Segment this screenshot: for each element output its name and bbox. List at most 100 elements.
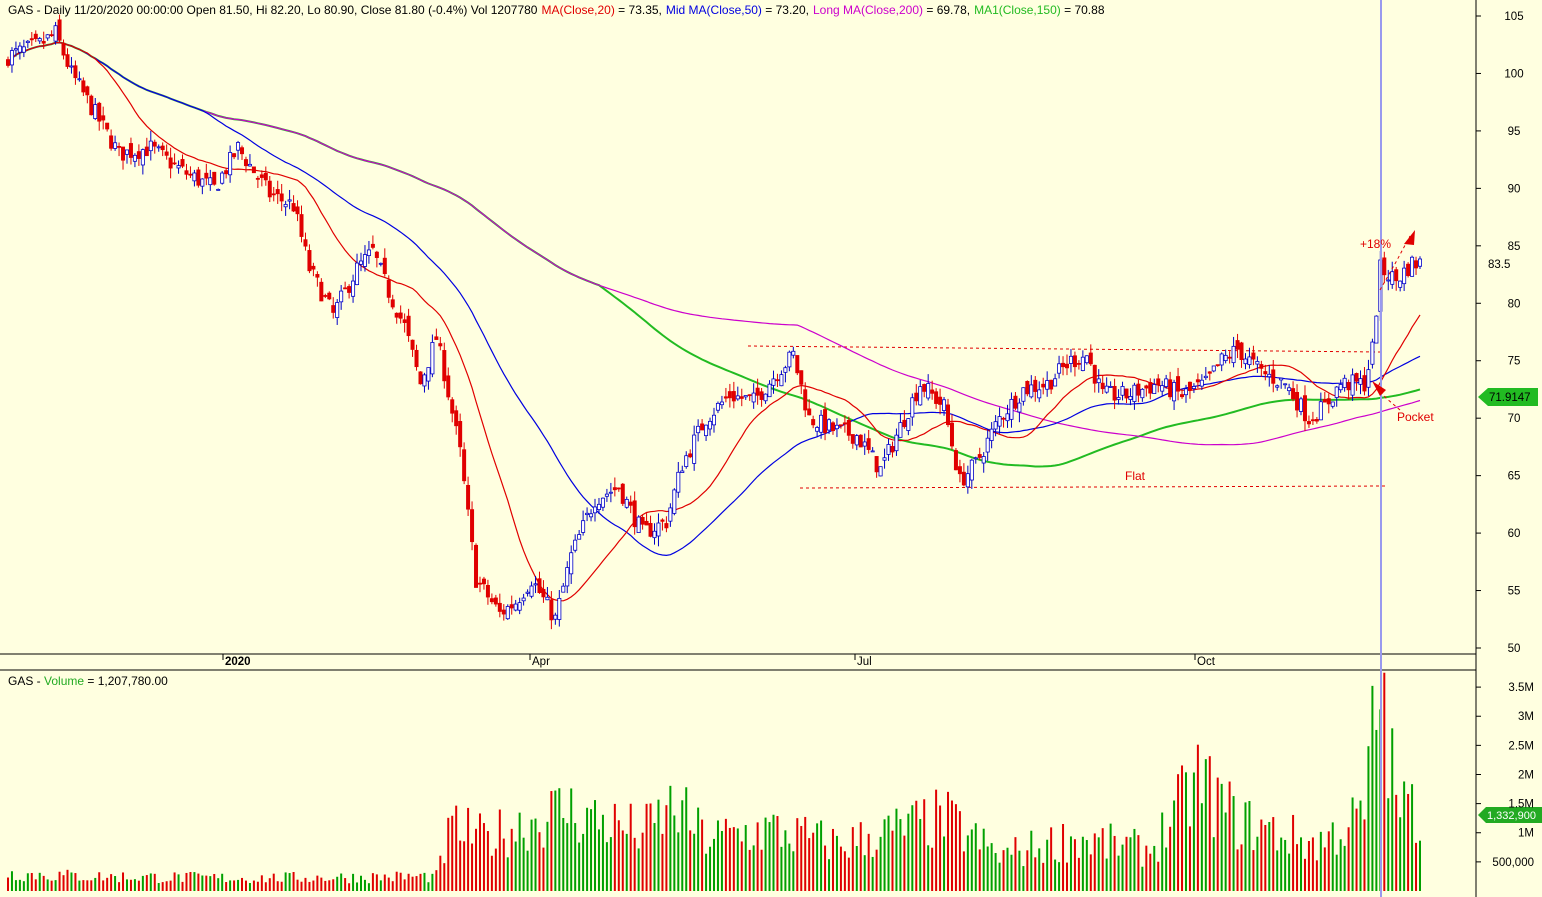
volume-tick-label: 2.5M — [1508, 740, 1534, 752]
candle-body — [29, 38, 34, 41]
volume-bar — [851, 827, 854, 891]
volume-bar — [518, 812, 521, 891]
header-symbol-info: GAS - Daily 11/20/2020 00:00:00 Open 81.… — [8, 3, 1105, 17]
candle-body — [957, 466, 962, 475]
volume-bar — [1300, 837, 1303, 891]
candle-body — [362, 254, 367, 267]
candle-body — [1156, 378, 1161, 386]
candle-body — [854, 435, 859, 446]
candle-body — [307, 250, 312, 272]
candle-body — [347, 286, 352, 293]
pocket-arrow-head — [1372, 381, 1386, 396]
candle-body — [1195, 379, 1200, 383]
volume-bar — [843, 851, 846, 891]
volume-bar — [895, 808, 898, 891]
volume-bar — [1141, 866, 1144, 891]
volume-bar — [1411, 784, 1414, 891]
candle-body — [664, 523, 669, 529]
candle-body — [1187, 381, 1192, 391]
volume-bar — [411, 876, 414, 891]
volume-bar — [542, 847, 545, 891]
candle-body — [410, 339, 415, 350]
volume-bar — [1054, 859, 1057, 891]
candle-body — [902, 419, 907, 428]
candle-body — [497, 602, 502, 612]
candle-body — [1088, 352, 1093, 365]
candle-body — [37, 38, 42, 42]
candle-body — [1338, 384, 1343, 391]
volume-bar — [776, 816, 779, 891]
volume-bar — [1093, 833, 1096, 891]
volume-bar — [1331, 822, 1334, 891]
volume-bar — [1089, 854, 1092, 891]
volume-bar — [320, 877, 323, 891]
volume-bar — [419, 873, 422, 891]
candle-body — [628, 501, 633, 506]
ma200-line — [7, 41, 1421, 446]
volume-bar — [609, 837, 612, 891]
candle-body — [1326, 398, 1331, 405]
volume-bar — [649, 803, 652, 891]
volume-tick-label: 1M — [1518, 828, 1534, 840]
candle-body — [803, 389, 808, 411]
candle-body — [1191, 386, 1196, 389]
volume-bar — [1200, 803, 1203, 891]
volume-bar — [387, 877, 390, 891]
volume-bar — [927, 845, 930, 891]
volume-bar — [122, 872, 125, 891]
candle-body — [121, 146, 126, 161]
candle-body — [922, 384, 927, 392]
candle-body — [434, 336, 439, 340]
candle-body — [819, 414, 824, 433]
volume-bar — [209, 876, 212, 891]
volume-bar — [90, 880, 93, 891]
volume-bar — [863, 855, 866, 891]
last-volume-badge — [1478, 807, 1542, 823]
candle-body — [446, 375, 451, 398]
candle-body — [160, 145, 165, 151]
volume-bar — [1264, 824, 1267, 891]
candle-body — [279, 193, 284, 202]
candle-body — [474, 544, 479, 588]
candle-body — [1306, 421, 1311, 425]
volume-bar — [312, 880, 315, 891]
volume-bar — [534, 818, 537, 891]
candle-body — [1072, 355, 1077, 368]
candle-body — [1005, 413, 1010, 422]
candle-body — [1108, 386, 1113, 388]
candle-body — [458, 421, 463, 448]
candle-body — [1295, 391, 1300, 411]
candle-body — [414, 349, 419, 368]
candle-body — [224, 170, 229, 175]
candle-body — [1354, 373, 1359, 382]
volume-bar — [316, 875, 319, 891]
volume-bar — [1355, 808, 1358, 891]
volume-bar — [403, 879, 406, 891]
volume-bar — [954, 804, 957, 891]
volume-bar — [1022, 866, 1025, 891]
candle-body — [97, 102, 102, 122]
candle-body — [49, 34, 54, 37]
candle-body — [295, 206, 300, 215]
volume-bar — [510, 828, 513, 891]
candle-body — [1291, 388, 1296, 400]
volume-bar — [613, 803, 616, 891]
candle-body — [422, 374, 427, 387]
volume-bar — [883, 819, 886, 891]
candle-body — [1132, 384, 1137, 402]
candle-body — [406, 315, 411, 337]
volume-bar — [1323, 847, 1326, 891]
volume-bar — [58, 871, 61, 891]
volume-bar — [744, 825, 747, 891]
candle-body — [247, 163, 252, 167]
candle-body — [1227, 356, 1232, 359]
volume-bar — [490, 855, 493, 891]
volume-bar — [110, 874, 113, 891]
volume-bar — [169, 880, 172, 891]
volume-bar — [50, 880, 53, 891]
candle-body — [493, 597, 498, 605]
candle-body — [1120, 386, 1125, 396]
volume-bar — [1157, 861, 1160, 891]
ma50-line — [7, 41, 1421, 557]
